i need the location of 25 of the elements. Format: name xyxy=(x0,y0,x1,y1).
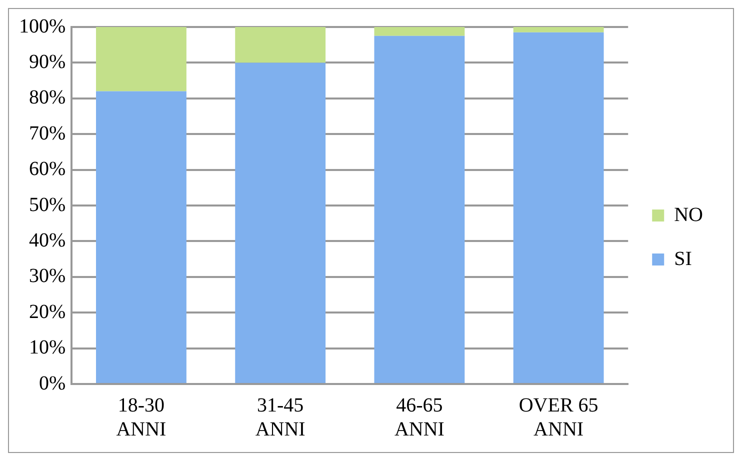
y-tick-label: 90% xyxy=(28,50,66,73)
bar xyxy=(96,27,186,92)
x-tick-label: 46-65 ANNI xyxy=(394,394,444,440)
bar xyxy=(513,27,604,32)
y-tick-label: 0% xyxy=(38,372,66,394)
bar xyxy=(374,36,465,383)
x-tick-label: OVER 65 ANNI xyxy=(518,394,598,440)
bar xyxy=(374,27,465,36)
y-tick-label: 80% xyxy=(28,86,66,109)
y-tick-label: 40% xyxy=(28,229,66,252)
x-tick-label: 31-45 ANNI xyxy=(255,394,306,440)
y-tick-label: 50% xyxy=(28,194,66,216)
bar xyxy=(513,32,604,383)
bar xyxy=(96,91,186,383)
y-tick-label: 60% xyxy=(28,158,66,180)
legend-label: NO xyxy=(674,204,704,226)
x-tick-label: 18-30 ANNI xyxy=(116,394,166,440)
y-tick-label: 70% xyxy=(28,122,66,144)
y-tick-label: 20% xyxy=(28,300,66,323)
bar xyxy=(235,62,326,383)
bar xyxy=(235,27,326,63)
y-tick-label: 100% xyxy=(18,15,66,38)
y-tick-label: 30% xyxy=(28,265,66,288)
legend-label: SI xyxy=(674,248,692,270)
y-tick-label: 10% xyxy=(28,336,66,359)
